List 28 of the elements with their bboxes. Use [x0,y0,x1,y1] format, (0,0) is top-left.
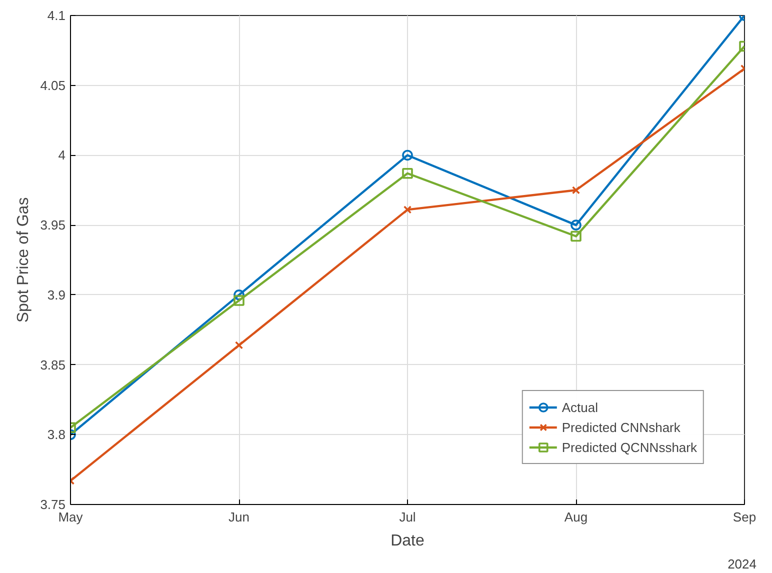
y-tick-label: 3.9 [47,287,66,302]
point [403,206,412,214]
y-tick-label: 4.1 [47,8,66,23]
y-tick-label: 3.8 [47,427,66,442]
point [402,150,413,161]
text: 2024 [728,556,756,572]
y-tick-label: 4 [58,148,66,163]
x-tick-label: Jun [228,510,250,524]
x-axis-title: Date [390,532,424,550]
x-tick-label: Sep [732,510,756,524]
legend-label: Actual [562,400,598,414]
y-axis-title: Spot Price of Gas [15,197,32,323]
y-tick-label: 3.95 [40,218,66,233]
x-tick-label: May [58,510,84,524]
legend-label: Predicted CNNshark [562,420,680,434]
point [570,230,582,242]
point [402,168,413,179]
legend-label: Predicted QCNNsshark [562,440,697,454]
point [572,186,580,194]
x-tick-label: Aug [564,510,588,524]
x-tick-label: Jul [399,510,416,524]
y-tick-label: 3.75 [40,497,66,512]
point [570,220,582,230]
y-tick-label: 4.05 [40,78,66,93]
point [234,341,244,350]
point [234,290,244,300]
point [234,295,244,306]
y-tick-label: 3.85 [40,357,66,372]
